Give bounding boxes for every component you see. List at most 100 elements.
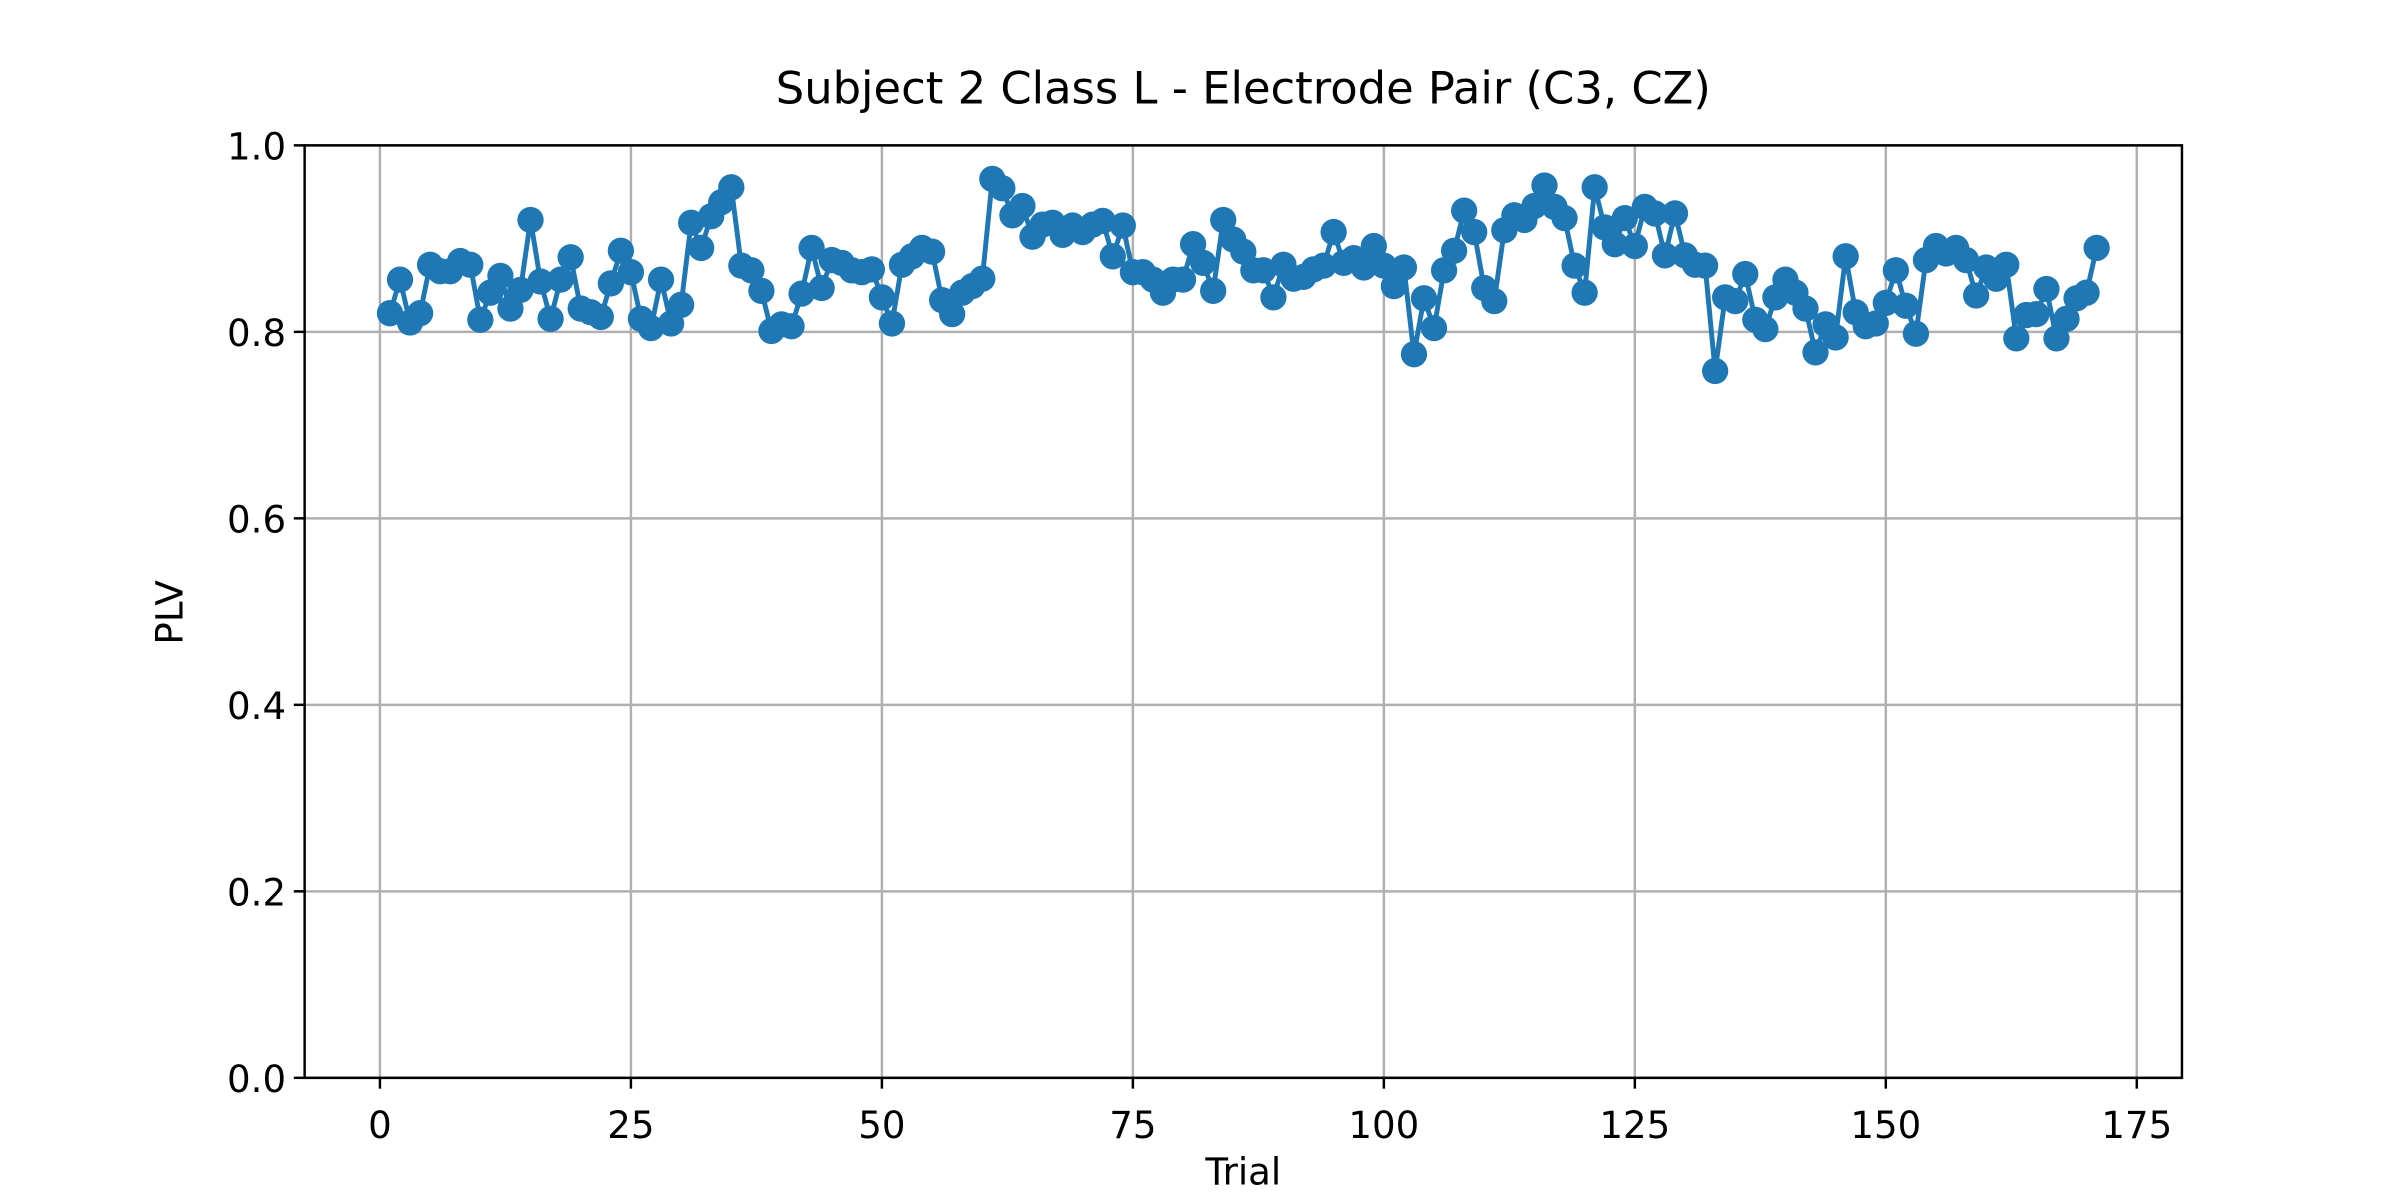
data-point xyxy=(1872,289,1899,317)
data-point xyxy=(457,251,484,278)
data-point xyxy=(1430,257,1458,284)
data-point xyxy=(989,175,1016,202)
y-tick-label: 0.4 xyxy=(227,685,286,728)
data-point xyxy=(527,268,554,295)
data-point xyxy=(1440,237,1468,264)
y-tick-label: 0.8 xyxy=(227,312,286,355)
data-point xyxy=(1310,252,1337,279)
data-point xyxy=(1410,285,1438,312)
data-point xyxy=(537,305,564,332)
data-point xyxy=(1661,200,1689,227)
data-point xyxy=(1009,192,1036,220)
data-point xyxy=(858,256,885,283)
x-axis-label: Trial xyxy=(1204,1151,1281,1194)
data-point xyxy=(939,300,966,328)
data-point xyxy=(1611,204,1638,232)
data-point xyxy=(2003,325,2030,352)
plot xyxy=(376,165,2110,385)
data-point xyxy=(1571,279,1598,306)
data-point xyxy=(467,306,494,333)
data-point xyxy=(2023,300,2050,328)
x-tick-label: 100 xyxy=(1348,1104,1419,1147)
data-point xyxy=(1461,218,1488,246)
data-point xyxy=(517,206,544,234)
data-point xyxy=(637,314,665,342)
data-point xyxy=(1089,207,1116,235)
x-tick-label: 0 xyxy=(368,1104,392,1147)
data-point xyxy=(647,266,675,293)
data-point xyxy=(678,209,705,236)
data-point xyxy=(1420,314,1448,342)
data-point xyxy=(1531,172,1558,199)
data-point xyxy=(1641,200,1669,227)
data-point xyxy=(667,291,695,318)
data-point xyxy=(1802,339,1829,366)
data-point xyxy=(1822,324,1849,351)
data-point xyxy=(2053,305,2080,332)
data-point xyxy=(1250,257,1277,284)
data-point xyxy=(1722,287,1749,315)
data-point xyxy=(878,310,906,337)
x-tick-label: 150 xyxy=(1850,1104,1921,1147)
data-point xyxy=(798,234,825,262)
data-point xyxy=(376,300,404,327)
data-point xyxy=(1481,287,1508,315)
data-point xyxy=(597,270,624,297)
data-point xyxy=(868,284,896,311)
y-tick-label: 0.6 xyxy=(227,498,286,541)
data-point xyxy=(778,313,805,340)
data-point xyxy=(1360,232,1387,260)
y-tick-label: 1.0 xyxy=(227,125,286,168)
data-point xyxy=(718,174,745,201)
data-point xyxy=(788,280,815,307)
y-tick-label: 0.2 xyxy=(227,871,286,914)
data-point xyxy=(1200,277,1227,304)
data-point xyxy=(557,244,584,271)
y-axis-label: PLV xyxy=(148,580,191,645)
data-point xyxy=(386,266,414,293)
data-point xyxy=(1551,204,1578,232)
data-point xyxy=(738,257,765,284)
data-point xyxy=(1862,310,1889,337)
data-point xyxy=(1400,341,1428,368)
data-point xyxy=(547,266,574,293)
data-point xyxy=(2083,234,2110,262)
data-point xyxy=(487,262,514,290)
data-point xyxy=(2073,279,2100,306)
data-point xyxy=(1581,174,1608,201)
axes-frame xyxy=(303,144,2184,1080)
data-point xyxy=(1902,320,1930,347)
data-point xyxy=(1451,197,1478,224)
data-point xyxy=(1963,282,1990,309)
data-point xyxy=(1892,292,1920,319)
x-tick-label: 175 xyxy=(2101,1104,2172,1147)
data-point xyxy=(1320,218,1347,246)
data-point xyxy=(1390,254,1418,281)
x-tick-label: 50 xyxy=(858,1104,905,1147)
data-point xyxy=(1832,243,1859,270)
data-point xyxy=(808,274,835,302)
data-point xyxy=(1109,212,1136,239)
data-point xyxy=(969,265,996,292)
x-tick-label: 75 xyxy=(1109,1104,1156,1147)
data-point xyxy=(1210,206,1237,234)
data-point xyxy=(587,303,614,331)
x-tick-label: 25 xyxy=(607,1104,654,1147)
data-point xyxy=(1752,315,1779,343)
y-tick-label: 0.0 xyxy=(227,1058,286,1101)
data-point xyxy=(918,238,946,265)
data-point xyxy=(1370,252,1397,279)
data-point xyxy=(688,234,715,262)
x-tick-label: 125 xyxy=(1599,1104,1670,1147)
data-point xyxy=(617,259,645,286)
data-point xyxy=(2033,275,2060,303)
data-point xyxy=(1882,257,1909,284)
data-point xyxy=(406,300,434,327)
data-point xyxy=(1169,266,1197,293)
data-point xyxy=(1099,243,1126,270)
data-point xyxy=(607,237,635,264)
data-point xyxy=(1792,295,1819,322)
ticks: 0 25 50 75 100 125 150 175 0.0 0.2 0.4 0.6 0.8 1.0 xyxy=(227,125,2172,1147)
